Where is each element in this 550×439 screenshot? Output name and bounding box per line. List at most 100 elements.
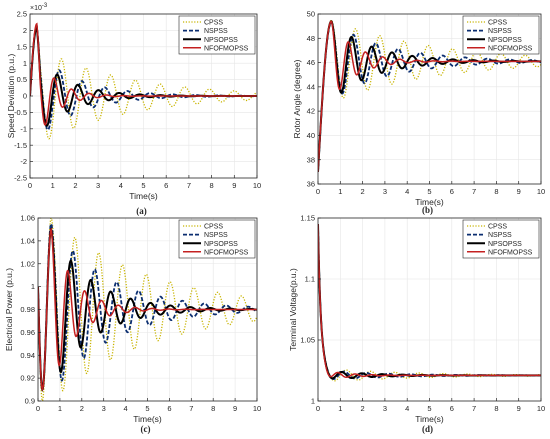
x-tick-label: 3 <box>102 404 106 413</box>
x-tick-label: 1 <box>338 187 342 196</box>
x-tick-label: 9 <box>233 404 237 413</box>
x-tick-label: 5 <box>141 181 145 190</box>
x-axis-label: Time(s) <box>415 414 444 424</box>
legend-label: NFOFMOPSS <box>204 45 249 52</box>
x-tick-label: 7 <box>472 404 476 413</box>
x-tick-label: 7 <box>472 187 476 196</box>
y-tick-label: 1 <box>31 282 35 291</box>
axis-exponent: ×10-3 <box>30 3 48 12</box>
legend-label: CPSS <box>204 20 223 27</box>
x-tick-label: 1 <box>338 404 342 413</box>
y-axis-label: Terminal Voltage(p.u.) <box>288 268 298 351</box>
y-tick-label: 1.06 <box>20 214 35 223</box>
series-line-cpss <box>318 19 541 172</box>
x-tick-label: 3 <box>383 404 387 413</box>
legend-label: NSPSS <box>204 232 228 239</box>
x-tick-label: 9 <box>517 187 521 196</box>
legend-label: NPSOPSS <box>488 241 522 248</box>
legend-label: NSPSS <box>488 28 512 35</box>
x-tick-label: 3 <box>383 187 387 196</box>
x-tick-label: 10 <box>253 404 261 413</box>
y-tick-label: -1.5 <box>14 141 27 150</box>
x-tick-label: 6 <box>164 181 168 190</box>
x-tick-label: 0 <box>36 404 40 413</box>
panel-caption: (a) <box>136 206 147 216</box>
x-tick-label: 4 <box>124 404 128 413</box>
y-tick-label: 1.5 <box>17 42 27 51</box>
x-tick-label: 6 <box>450 187 454 196</box>
y-tick-label: 40 <box>307 131 315 140</box>
y-axis-label: Speed Deviation (p.u.) <box>6 54 16 139</box>
y-axis-label: Electrical Power (p.u.) <box>4 268 14 351</box>
x-tick-label: 1 <box>51 181 55 190</box>
x-tick-label: 2 <box>361 187 365 196</box>
panel-caption: (c) <box>141 424 151 434</box>
series-line-npsopss <box>38 226 257 392</box>
x-tick-label: 2 <box>73 181 77 190</box>
y-tick-label: 2.5 <box>17 10 27 19</box>
x-axis-label: Time(s) <box>415 197 444 207</box>
legend-label: CPSS <box>488 20 507 27</box>
x-tick-label: 0 <box>316 404 320 413</box>
legend-label: NPSOPSS <box>204 37 238 44</box>
x-tick-label: 3 <box>96 181 100 190</box>
y-tick-label: 1.04 <box>20 236 35 245</box>
y-tick-label: 0 <box>23 92 27 101</box>
x-tick-label: 0 <box>316 187 320 196</box>
x-tick-label: 10 <box>537 187 545 196</box>
x-tick-label: 5 <box>145 404 149 413</box>
legend-label: NFOFMOPSS <box>488 45 533 52</box>
exponent-base: ×10 <box>30 5 42 12</box>
y-tick-label: 1 <box>23 59 27 68</box>
y-tick-label: -2.5 <box>14 174 27 183</box>
x-tick-label: 7 <box>189 404 193 413</box>
y-tick-label: 48 <box>307 34 315 43</box>
series-line-nspss <box>30 25 257 131</box>
x-tick-label: 9 <box>517 404 521 413</box>
x-tick-label: 6 <box>450 404 454 413</box>
x-tick-label: 8 <box>211 404 215 413</box>
y-tick-label: -0.5 <box>14 108 27 117</box>
x-tick-label: 2 <box>80 404 84 413</box>
x-tick-label: 5 <box>427 404 431 413</box>
y-tick-label: 2 <box>23 26 27 35</box>
y-tick-label: 38 <box>307 155 315 164</box>
series-line-cpss <box>38 218 257 401</box>
legend-label: CPSS <box>204 224 223 231</box>
series-line-nfofmopss <box>38 227 257 392</box>
y-tick-label: 1.02 <box>20 259 35 268</box>
x-tick-label: 5 <box>427 187 431 196</box>
x-axis-label: Time(s) <box>129 191 158 201</box>
x-tick-label: 8 <box>494 187 498 196</box>
x-axis-label: Time(s) <box>133 414 162 424</box>
x-tick-label: 10 <box>253 181 261 190</box>
y-tick-label: 0.92 <box>20 374 35 383</box>
legend-label: NFOFMOPSS <box>204 249 249 256</box>
series-line-nfofmopss <box>318 224 541 379</box>
x-tick-label: 0 <box>28 181 32 190</box>
x-tick-label: 8 <box>494 404 498 413</box>
x-tick-label: 8 <box>210 181 214 190</box>
y-tick-label: 0.5 <box>17 75 27 84</box>
y-tick-label: 1.1 <box>305 275 315 284</box>
chart-d: 0 1 2 3 4 5 6 7 8 9 1011.051.11.15Time(s)Terminal … <box>288 214 545 434</box>
x-tick-label: 1 <box>58 404 62 413</box>
x-tick-label: 2 <box>361 404 365 413</box>
y-tick-label: 50 <box>307 10 315 19</box>
y-axis-label: Rotor Angle (degree) <box>292 59 302 138</box>
y-tick-label: -2 <box>20 157 27 166</box>
legend-label: NFOFMOPSS <box>488 249 533 256</box>
y-tick-label: 0.94 <box>20 351 35 360</box>
y-tick-label: 44 <box>307 82 315 91</box>
legend-label: NPSOPSS <box>488 37 522 44</box>
y-tick-label: 0.98 <box>20 305 35 314</box>
x-tick-label: 7 <box>187 181 191 190</box>
panel-caption: (d) <box>422 424 433 434</box>
exponent-power: -3 <box>42 3 48 9</box>
chart-a: 0 1 2 3 4 5 6 7 8 9 10 -2.5 -2 -1.5 -1 -0.5 0 0.5 1 1.5 2 2.5… <box>6 3 261 216</box>
